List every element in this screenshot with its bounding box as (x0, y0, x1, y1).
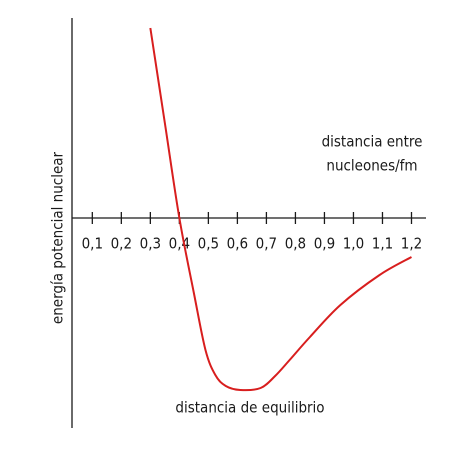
x-tick-label: 1,0 (343, 235, 364, 253)
x-tick-label: 0,1 (82, 235, 103, 253)
x-tick-label: 0,6 (227, 235, 248, 253)
x-tick-label: 0,2 (111, 235, 132, 253)
x-tick-label: 0,5 (198, 235, 219, 253)
x-axis-label: distancia entre (322, 133, 423, 151)
x-tick-label: 1,2 (401, 235, 422, 253)
x-tick-label: 0,7 (256, 235, 277, 253)
y-axis-label: energía potencial nuclear (49, 151, 67, 324)
x-tick-label: 1,1 (372, 235, 393, 253)
x-tick-label: 0,4 (169, 235, 190, 253)
x-tick-label: 0,8 (285, 235, 306, 253)
curve (149, 27, 412, 392)
x-tick-label: 0,9 (314, 235, 335, 253)
annotation: distancia de equilibrio (175, 399, 324, 417)
x-tick-label: 0,3 (140, 235, 161, 253)
x-axis-label: nucleones/fm (326, 157, 417, 175)
